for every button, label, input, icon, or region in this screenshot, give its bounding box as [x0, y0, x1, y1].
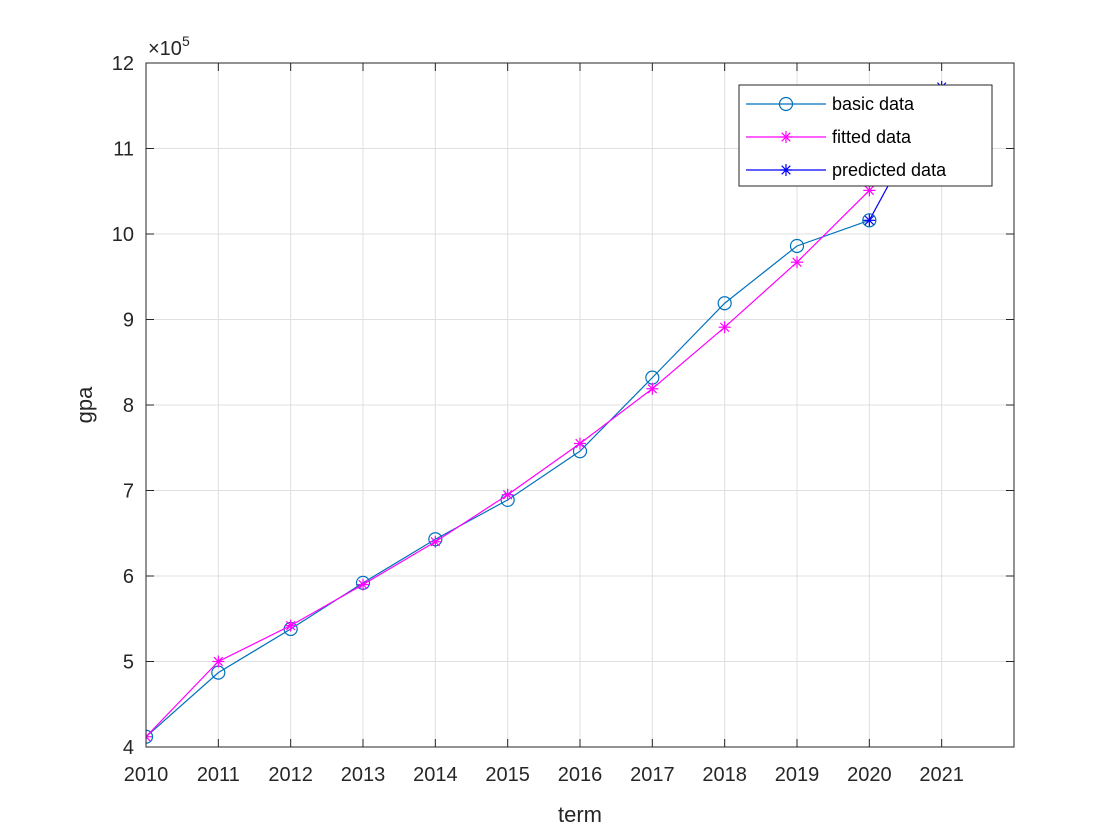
legend-label: fitted data	[832, 127, 912, 147]
data-point-fitted-data	[501, 488, 514, 501]
y-axis-title: gpa	[72, 386, 97, 423]
legend-marker	[780, 131, 792, 143]
y-exponent-base: ×10	[148, 38, 182, 60]
marker-stroke	[719, 322, 730, 332]
marker-stroke	[647, 384, 658, 394]
marker-stroke	[358, 579, 368, 590]
marker-stroke	[781, 132, 791, 142]
data-point-fitted-data	[791, 256, 803, 269]
x-tick-labels: 2010 2011 2012 2013 2014 2015 2016 2017 2018 2019…	[124, 764, 964, 786]
data-point-fitted-data	[646, 382, 659, 395]
data-point-basic-data	[717, 296, 732, 311]
legend-item-fitted-data: fitted data	[746, 127, 912, 147]
x-tick-label: 2021	[919, 764, 964, 786]
data-point-fitted-data	[429, 535, 442, 548]
data-point-fitted-data	[718, 321, 731, 334]
marker-stroke	[502, 490, 513, 500]
y-tick-label: 5	[123, 652, 134, 674]
legend-marker	[780, 164, 792, 176]
y-tick-label: 8	[123, 395, 134, 417]
x-tick-label: 2012	[268, 764, 313, 786]
y-tick-label: 9	[123, 310, 134, 332]
x-tick-label: 2019	[775, 764, 820, 786]
series-fitted-data	[146, 184, 876, 743]
data-point-fitted-data	[146, 730, 152, 743]
marker-stroke	[430, 537, 441, 547]
x-tick-label: 2013	[341, 764, 386, 786]
legend-label: predicted data	[832, 160, 947, 180]
x-axis-title: term	[558, 802, 602, 827]
data-point-basic-data	[789, 238, 805, 254]
y-tick-label: 4	[123, 737, 134, 759]
y-exponent-label: ×105	[148, 33, 190, 60]
x-tick-label: 2018	[702, 764, 747, 786]
data-point-fitted-data	[284, 619, 297, 632]
legend: basic data fitted data predicted data	[738, 84, 993, 187]
x-tick-label: 2017	[630, 764, 675, 786]
data-point-fitted-data	[574, 437, 586, 450]
marker-stroke	[781, 165, 791, 175]
data-point-basic-data	[146, 729, 154, 744]
marker-stroke	[285, 620, 296, 631]
legend-marker	[778, 96, 794, 112]
legend-item-predicted-data: predicted data	[746, 160, 947, 180]
marker-stroke	[864, 215, 875, 226]
legend-label: basic data	[832, 94, 915, 114]
marker-stroke	[575, 438, 585, 449]
x-tick-label: 2020	[847, 764, 892, 786]
marker-stroke	[146, 731, 151, 738]
data-point-fitted-data	[357, 578, 369, 591]
y-exponent-power: 5	[182, 33, 190, 49]
legend-box	[738, 84, 993, 187]
x-tick-label: 2011	[197, 764, 240, 786]
data-point-fitted-data	[212, 655, 225, 668]
data-point-basic-data	[862, 213, 877, 228]
marker-stroke	[792, 257, 802, 267]
ticks	[145, 62, 1014, 748]
legend-item-basic-data: basic data	[746, 94, 915, 114]
x-tick-label: 2010	[124, 764, 169, 786]
data-point-predicted-data	[863, 214, 876, 227]
x-tick-label: 2016	[558, 764, 603, 786]
x-tick-label: 2015	[485, 764, 530, 786]
marker-stroke	[864, 185, 875, 196]
y-tick-label: 6	[123, 566, 134, 588]
marker-stroke	[146, 735, 151, 742]
y-tick-label: 10	[112, 224, 134, 246]
y-tick-labels: 4 5 6 7 8 9 10 11 12	[112, 53, 134, 759]
series-layer	[146, 80, 948, 744]
marker-stroke	[213, 656, 224, 667]
y-tick-label: 12	[112, 53, 134, 75]
x-tick-label: 2014	[413, 764, 458, 786]
y-tick-label: 7	[123, 481, 134, 503]
y-tick-label: 11	[113, 139, 134, 161]
